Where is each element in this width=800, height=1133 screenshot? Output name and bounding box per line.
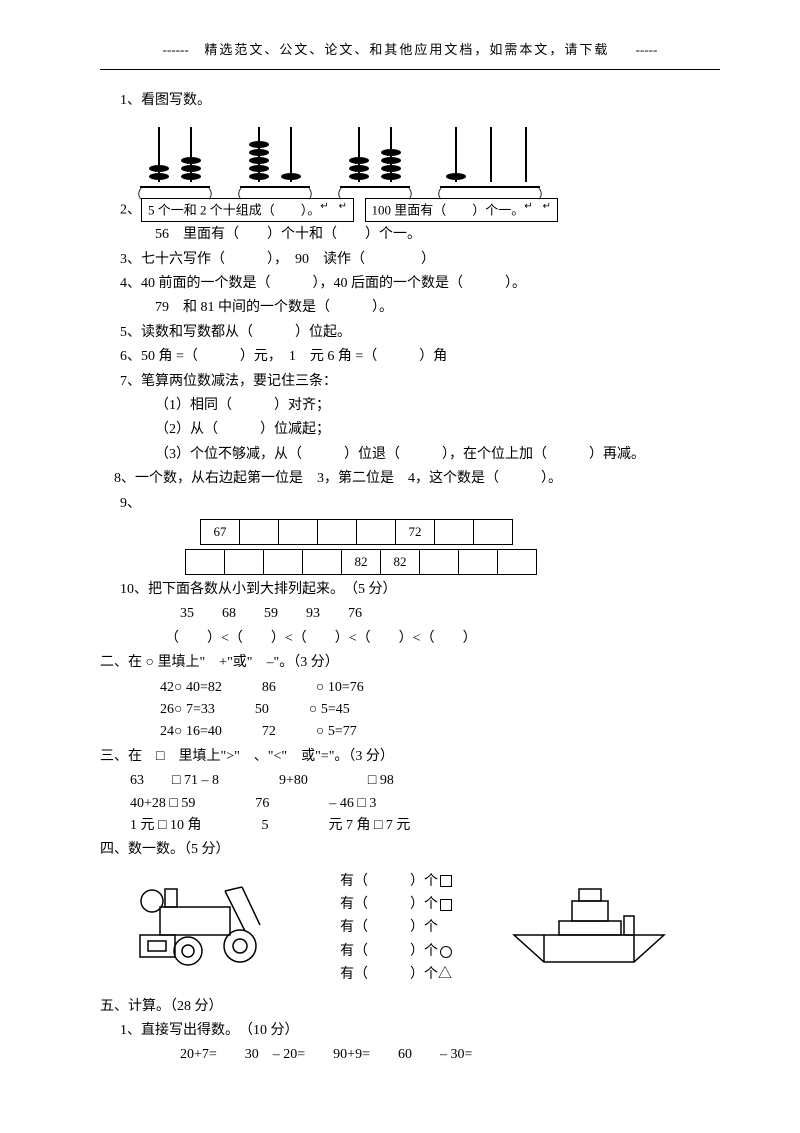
q6: 6、50 角 =（ ）元， 1 元 6 角 =（ ）角	[100, 346, 720, 368]
q1-label: 1、看图写数。	[100, 90, 720, 112]
grid-1: 6772	[200, 519, 513, 545]
s5-eq: 20+7= 30 – 20= 90+9= 60 – 30=	[100, 1044, 720, 1066]
q9: 9、	[100, 493, 720, 515]
q8: 8、一个数，从右边起第一位是 3，第二位是 4，这个数是（ ）。	[100, 468, 720, 490]
s3-r2: 40+28 □ 5976– 46 □ 3	[100, 793, 720, 815]
s5-sub: 1、直接写出得数。 （10 分）	[100, 1020, 720, 1042]
q2-box2: 100 里面有（ ）个一。↵ ↵	[365, 198, 559, 222]
header-text: 精选范文、公文、论文、和其他应用文档，如需本文，请下载	[204, 42, 609, 57]
q2-box1: 5 个一和 2 个十组成（ ）。↵ ↵	[141, 198, 354, 222]
shape-blanks: 有（ ）个 有（ ）个 有（ ）个 有（ ）个 有（ ）个△	[340, 870, 454, 988]
s2-r2: 26○ 7=3350○ 5=45	[100, 699, 720, 721]
abacus-3: （ ）	[340, 118, 410, 188]
s2-r3: 24○ 16=4072○ 5=77	[100, 721, 720, 743]
q10-cmp: （ ）<（ ）<（ ）<（ ）<（ ）	[100, 628, 720, 650]
shape-boat	[504, 884, 674, 974]
grid-2: 8282	[185, 549, 537, 575]
dash-left: ------	[163, 42, 189, 57]
dash-right: -----	[636, 42, 658, 57]
page-header: ------ 精选范文、公文、论文、和其他应用文档，如需本文，请下载 -----	[100, 40, 720, 70]
s2-head: 二、在 ○ 里填上" +"或" –"。（3 分）	[100, 652, 720, 674]
q2-sub: 56 里面有（ ）个十和（ ）个一。	[100, 224, 720, 246]
q7a: （1）相同（ ）对齐；	[100, 395, 720, 417]
q4b: 79 和 81 中间的一个数是（ ）。	[100, 297, 720, 319]
s3-r1: 63 □ 71 – 89+80□ 98	[100, 770, 720, 792]
abacus-1: （ ）	[140, 118, 210, 188]
s3-head: 三、在 □ 里填上">" 、"<" 或"="。（3 分）	[100, 746, 720, 768]
abacus-row: （ ） （ ）	[100, 118, 720, 188]
abacus-2: （ ）	[240, 118, 310, 188]
abacus-4: （ ）	[440, 118, 540, 188]
s4-head: 四、数一数。（5 分）	[100, 839, 720, 861]
q5: 5、读数和写数都从（ ）位起。	[100, 322, 720, 344]
s2-r1: 42○ 40=8286○ 10=76	[100, 677, 720, 699]
q10-nums: 35 68 59 93 76	[100, 603, 720, 625]
q10-head: 10、把下面各数从小到大排列起来。 （5 分）	[100, 579, 720, 601]
q7-head: 7、笔算两位数减法，要记住三条：	[100, 371, 720, 393]
s3-r3: 1 元 □ 10 角5元 7 角 □ 7 元	[100, 815, 720, 837]
q7b: （2）从（ ）位减起；	[100, 419, 720, 441]
shapes-row: 有（ ）个 有（ ）个 有（ ）个 有（ ）个 有（ ）个△	[100, 870, 720, 988]
s5-head: 五、计算。（28 分）	[100, 996, 720, 1018]
q7c: （3）个位不够减，从（ ）位退（ ），在个位上加（ ）再减。	[100, 444, 720, 466]
shape-truck	[130, 881, 290, 976]
q4: 4、40 前面的一个数是（ ），40 后面的一个数是（ ）。	[100, 273, 720, 295]
q3: 3、七十六写作（ ）， 90 读作（ ）	[100, 249, 720, 271]
